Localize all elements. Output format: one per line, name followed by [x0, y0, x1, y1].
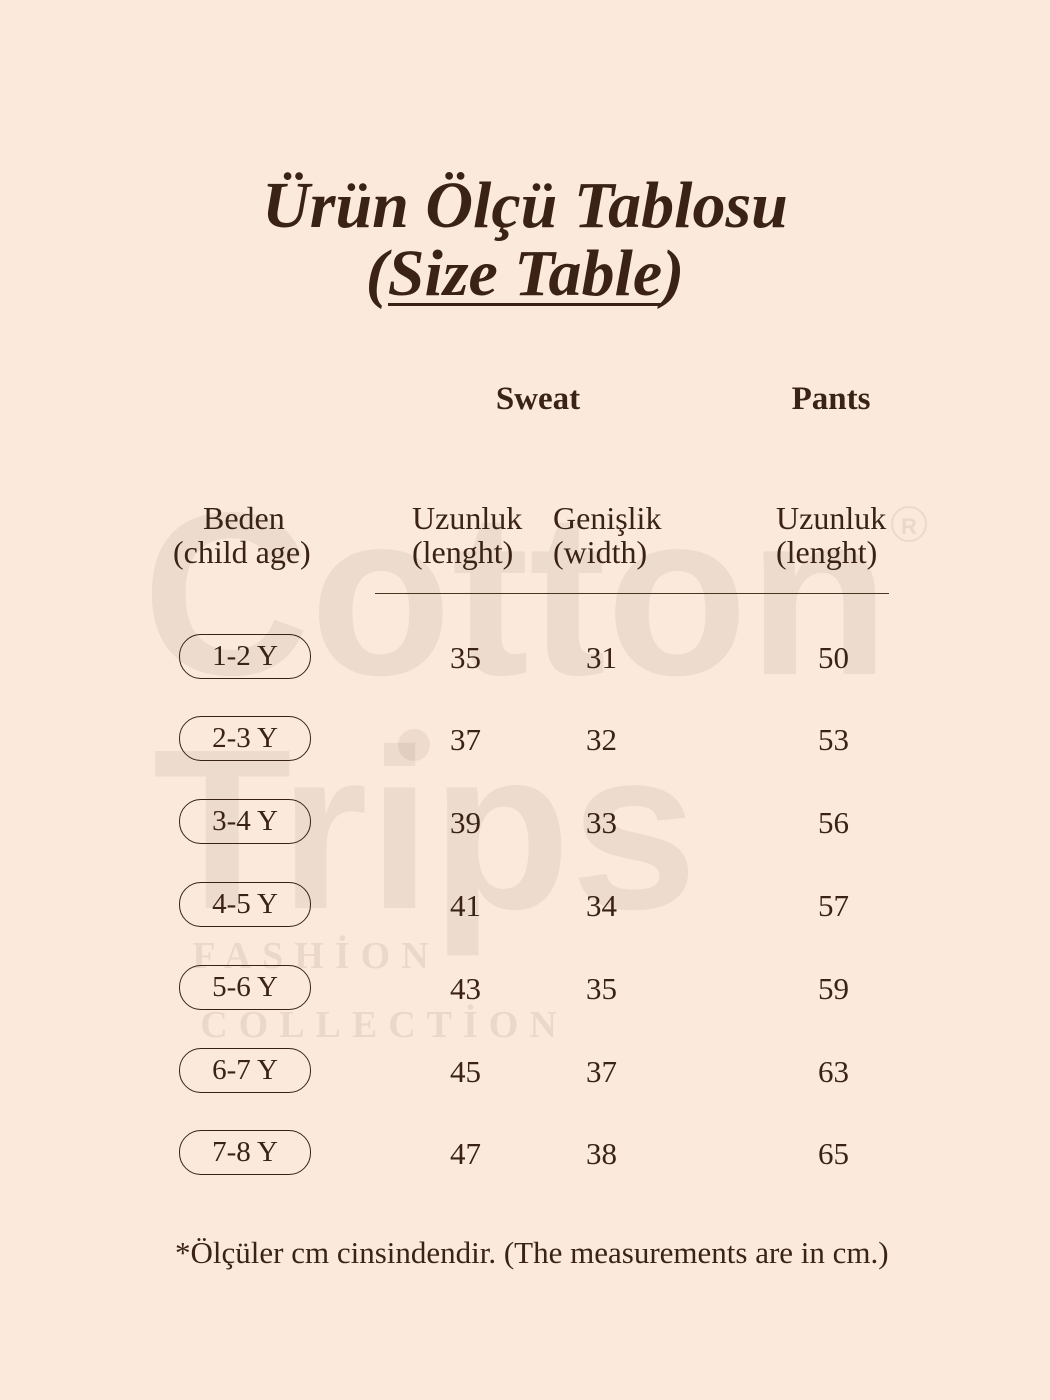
svg-text:R: R	[901, 514, 917, 539]
svg-text:COLLECTİON: COLLECTİON	[200, 1004, 568, 1046]
